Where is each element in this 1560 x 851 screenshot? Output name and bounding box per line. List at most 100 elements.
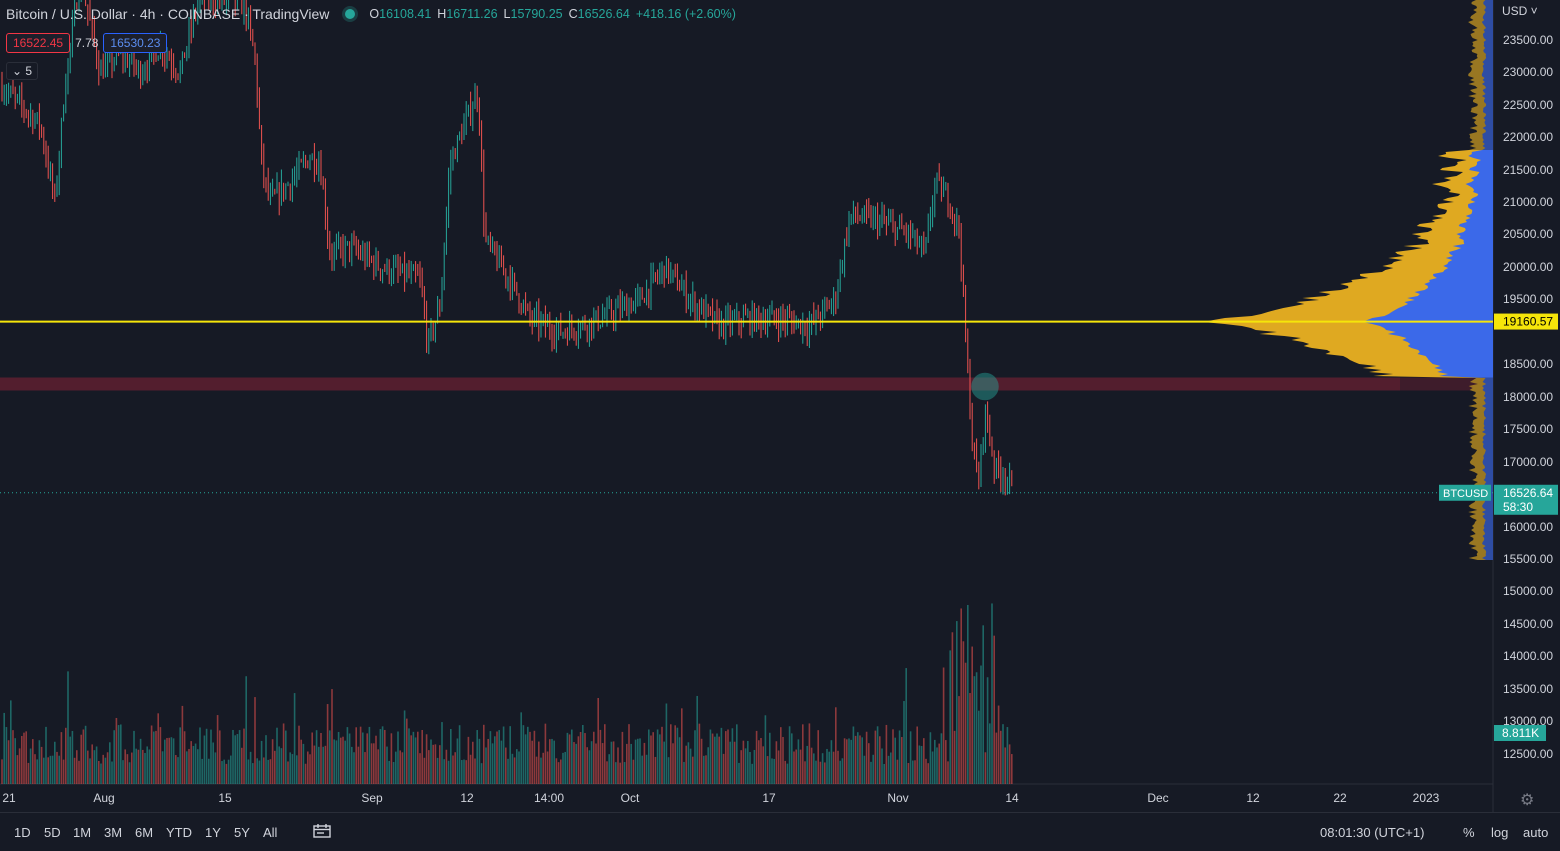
indicators-toggle[interactable]: ⌄ 5 — [6, 62, 39, 80]
volume-bar — [452, 755, 454, 784]
gear-icon[interactable]: ⚙ — [1520, 792, 1535, 809]
volume-bar — [852, 726, 855, 784]
symbol-title[interactable]: Bitcoin / U.S. Dollar · 4h · COINBASE · … — [6, 6, 330, 22]
volume-bar — [49, 755, 52, 784]
volume-bar — [967, 604, 969, 784]
volume-bar — [978, 710, 980, 784]
volume-bar — [874, 730, 877, 784]
volume-bar — [593, 731, 595, 784]
ohlc-key: C — [568, 7, 578, 21]
volume-bar — [914, 760, 916, 784]
volume-bar — [784, 760, 786, 784]
timeframe-5d-button[interactable]: 5D — [44, 825, 61, 840]
date-range-icon[interactable] — [312, 823, 332, 839]
volume-bar — [549, 739, 551, 784]
volume-bar — [694, 730, 696, 784]
volume-bar — [153, 731, 155, 784]
volume-bar — [846, 739, 848, 784]
volume-bar — [599, 729, 602, 784]
volume-bar — [410, 735, 412, 784]
volume-bar — [718, 736, 720, 784]
volume-bar — [661, 726, 663, 784]
volume-bar — [1008, 744, 1011, 784]
volume-bar — [725, 731, 727, 784]
volume-bar — [144, 752, 146, 784]
timeframe-1y-button[interactable]: 1Y — [205, 825, 221, 840]
market-status-icon[interactable] — [345, 9, 356, 19]
volume-bar — [705, 755, 707, 784]
timezone-clock[interactable]: 08:01:30 (UTC+1) — [1320, 825, 1425, 840]
poc-label-box — [1494, 313, 1558, 330]
volume-bar — [329, 730, 331, 784]
volume-bar — [766, 756, 769, 784]
volume-bar — [643, 742, 646, 784]
volume-bar — [412, 731, 415, 784]
volume-bar — [454, 752, 456, 784]
price-tick-label: 23500.00 — [1503, 33, 1553, 47]
timeframe-6m-button[interactable]: 6M — [135, 825, 154, 840]
volume-bar — [896, 759, 899, 784]
volume-bar — [166, 737, 168, 784]
volume-bar — [632, 759, 635, 784]
volume-bar — [29, 748, 32, 784]
volume-bar — [311, 732, 313, 784]
volume-bar — [252, 763, 254, 784]
volume-bar — [120, 724, 122, 784]
volume-bar — [227, 759, 230, 784]
volume-bar — [916, 726, 918, 784]
volume-bar — [689, 748, 692, 784]
sell-button[interactable]: 16522.45 — [6, 33, 71, 53]
volume-bar — [93, 750, 96, 784]
volume-bar — [720, 727, 723, 784]
volume-bar — [326, 704, 329, 784]
volume-bar — [403, 710, 406, 784]
volume-label-box — [1494, 725, 1546, 741]
ohlc-values: O16108.41 H16711.26 L15790.25 C16526.64 +418… — [369, 7, 735, 21]
timeframe-1m-button[interactable]: 1M — [73, 825, 92, 840]
symbol-tag-box — [1439, 484, 1491, 501]
volume-bar — [830, 740, 833, 784]
timeframe-all-button[interactable]: All — [263, 825, 278, 840]
volume-bar — [168, 737, 170, 784]
buy-button[interactable]: 16530.23 — [103, 33, 168, 53]
volume-bar — [34, 754, 36, 784]
timeframe-5y-button[interactable]: 5Y — [234, 825, 250, 840]
volume-bar — [392, 761, 395, 784]
volume-bar — [797, 739, 800, 784]
volume-bar — [161, 751, 164, 784]
volume-bar — [773, 758, 775, 784]
volume-bar — [335, 740, 338, 784]
volume-bar — [659, 734, 661, 784]
volume-bar — [905, 668, 907, 784]
timeframe-1d-button[interactable]: 1D — [14, 825, 31, 840]
volume-bar — [276, 727, 278, 784]
volume-bar — [568, 734, 571, 784]
volume-bar — [377, 749, 379, 784]
timeframe-3m-button[interactable]: 3M — [104, 825, 123, 840]
currency-select[interactable]: USD ˅ — [1502, 4, 1538, 18]
volume-bar — [434, 744, 437, 784]
price-tick-label: 13000.00 — [1503, 714, 1553, 728]
price-tick-label: 20000.00 — [1503, 260, 1553, 274]
price-tick-label: 12500.00 — [1503, 747, 1553, 761]
volume-bar — [892, 729, 894, 784]
volume-bar — [179, 727, 181, 784]
scale-log-button[interactable]: log — [1491, 825, 1509, 840]
volume-bar — [16, 755, 19, 784]
scale-auto-button[interactable]: auto — [1523, 825, 1549, 840]
volume-bar — [23, 732, 25, 784]
scale-percent-button[interactable]: % — [1463, 825, 1475, 840]
volume-bar — [243, 728, 245, 784]
volume-bar — [546, 751, 549, 784]
volume-bar — [626, 743, 628, 784]
symbol-tag: BTCUSD — [1443, 488, 1488, 500]
volume-bar — [106, 752, 109, 784]
volume-bar — [522, 725, 525, 784]
volume-bar — [771, 758, 773, 784]
volume-bar — [375, 735, 377, 784]
timeframe-ytd-button[interactable]: YTD — [166, 825, 192, 840]
volume-bar — [678, 737, 681, 784]
volume-bar — [639, 738, 641, 784]
volume-bar — [71, 730, 74, 784]
